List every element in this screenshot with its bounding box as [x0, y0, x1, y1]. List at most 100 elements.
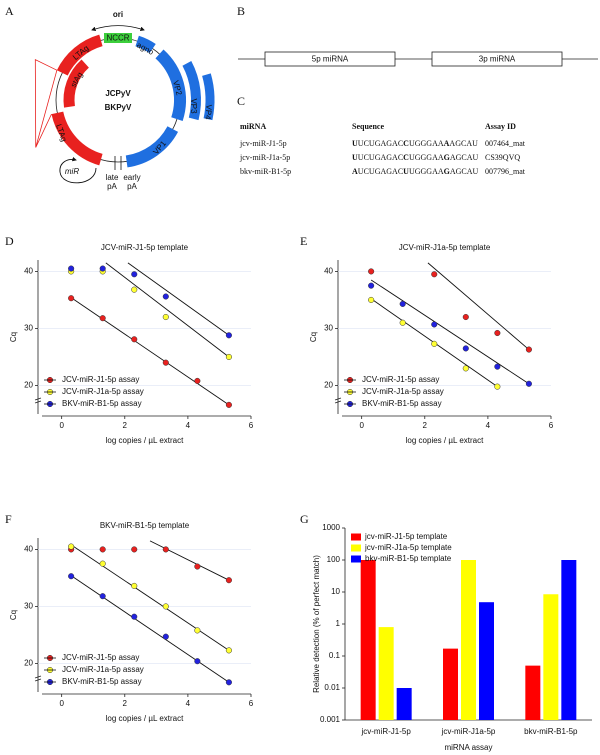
fit-line [70, 297, 230, 406]
panel-label: E [300, 234, 307, 248]
virus-label: JCPyV [105, 89, 131, 98]
x-tick-label: 2 [423, 421, 428, 430]
data-point [225, 401, 232, 408]
vp1-arc [125, 126, 179, 168]
data-point [462, 365, 469, 372]
y-tick-label: 40 [24, 545, 33, 554]
vp3-arc [182, 61, 201, 121]
x-tick-label: jcv-miR-J1a-5p [441, 727, 496, 736]
data-point [131, 286, 138, 293]
data-point [368, 282, 375, 289]
data-point [399, 319, 406, 326]
legend-label: JCV-miR-J1-5p assay [62, 375, 139, 384]
x-tick-label: 4 [186, 421, 191, 430]
data-point [225, 577, 232, 584]
axis-break [334, 400, 342, 404]
bar [525, 665, 541, 720]
x-tick-label: 0 [359, 421, 364, 430]
intron-outline [34, 59, 58, 148]
legend-label: BKV-miR-B1-5p assay [62, 677, 142, 686]
data-point [162, 633, 169, 640]
x-tick-label: bkv-miR-B1-5p [524, 727, 578, 736]
assay-table: C miRNA Sequence Assay ID jcv-miR-J1-5p UUCU… [237, 94, 526, 176]
bar [543, 594, 559, 720]
y-tick-label: 30 [324, 324, 333, 333]
bar [479, 602, 494, 720]
panel-label: B [237, 4, 245, 18]
fit-line [70, 544, 230, 651]
data-point [225, 679, 232, 686]
agno-arc [135, 35, 156, 54]
x-tick-label: 2 [123, 699, 128, 708]
axis-break [34, 678, 42, 682]
panel-label: C [237, 94, 245, 108]
y-tick-label: 0.01 [324, 683, 340, 692]
y-tick-label: 100 [327, 555, 341, 564]
legend-swatch [351, 555, 361, 563]
axis-break [34, 675, 42, 679]
fit-line [370, 279, 530, 385]
precursor-diagram: B 5p miRNA 3p miRNA [237, 4, 598, 67]
data-point [462, 345, 469, 352]
bar [378, 627, 394, 720]
x-tick-label: 2 [123, 421, 128, 430]
table-cell: 007464_mat [485, 139, 526, 148]
legend-label: JCV-miR-J1-5p assay [362, 375, 439, 384]
y-tick-label: 40 [324, 267, 333, 276]
late-pa-label: pA [107, 182, 117, 191]
data-point [162, 359, 169, 366]
chart-title: JCV-miR-J1a-5p template [399, 243, 491, 252]
table-cell: bkv-miR-B1-5p [240, 167, 291, 176]
fit-line [70, 575, 230, 683]
early-pa-label: pA [127, 182, 137, 191]
data-point [131, 613, 138, 620]
y-tick-label: 30 [24, 602, 33, 611]
fit-line [127, 262, 230, 336]
data-point [368, 296, 375, 303]
sequence-cell: AUCUGAGACUUGGGAAGAGCAU [352, 167, 479, 176]
vp4-arc [202, 73, 215, 121]
y-axis-label: Cq [9, 332, 18, 342]
x-tick-label: jcv-miR-J1-5p [360, 727, 411, 736]
legend-label: BKV-miR-B1-5p assay [62, 399, 142, 408]
y-tick-label: 20 [24, 659, 33, 668]
data-point [399, 300, 406, 307]
data-point [99, 560, 106, 567]
data-point [431, 340, 438, 347]
table-cell: 007796_mat [485, 167, 526, 176]
y-tick-label: 1 [336, 619, 341, 628]
data-point [99, 593, 106, 600]
data-point [431, 271, 438, 278]
y-tick-label: 10 [331, 587, 340, 596]
data-point [99, 546, 106, 553]
ori-arrow [91, 25, 145, 31]
y-tick-label: 20 [324, 381, 333, 390]
data-point [131, 546, 138, 553]
axis-break [334, 397, 342, 401]
fit-line [105, 262, 230, 358]
data-point [162, 293, 169, 300]
legend-label: JCV-miR-J1a-5p assay [62, 387, 144, 396]
data-point [131, 336, 138, 343]
legend-label: JCV-miR-J1-5p assay [62, 653, 139, 662]
data-point [368, 268, 375, 275]
data-point [99, 265, 106, 272]
nccr-label: NCCR [106, 34, 129, 43]
vp2-label: VP2 [171, 79, 184, 96]
bar [461, 560, 476, 720]
y-axis-label: Relative detection (% of perfect match) [312, 555, 321, 693]
table-header: miRNA [240, 122, 266, 131]
data-point [162, 313, 169, 321]
bar [561, 560, 577, 720]
y-tick-label: 0.1 [329, 651, 341, 660]
arm-label: 5p miRNA [312, 55, 349, 64]
x-tick-label: 6 [549, 421, 554, 430]
data-point [131, 271, 138, 278]
data-point [99, 315, 106, 322]
y-tick-label: 30 [24, 324, 33, 333]
data-point [194, 658, 201, 665]
ori-label: ori [113, 10, 123, 19]
arm-box [264, 51, 396, 67]
y-axis-label: Cq [309, 332, 318, 342]
